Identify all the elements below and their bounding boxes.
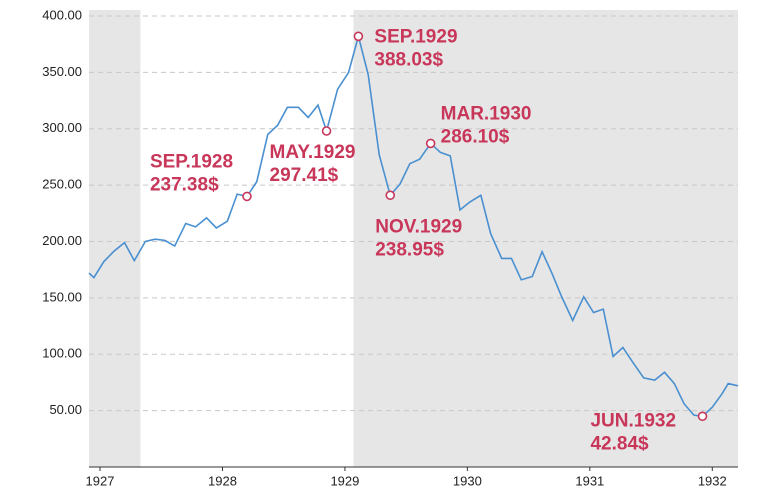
annotation-date: MAY.1929 <box>270 142 356 163</box>
x-tick-label: 1931 <box>575 473 604 488</box>
annotation-date: NOV.1929 <box>375 216 462 237</box>
annotation-value: 42.84$ <box>590 433 649 454</box>
annotation-date: SEP.1929 <box>374 26 457 47</box>
annotation-date: SEP.1928 <box>150 151 233 172</box>
price-line <box>88 33 739 418</box>
y-tick-label: 250.00 <box>42 177 82 192</box>
annotation-marker <box>425 138 436 149</box>
y-tick-label: 100.00 <box>42 346 82 361</box>
annotation-value: 237.38$ <box>150 174 219 195</box>
y-tick-label: 300.00 <box>42 120 82 135</box>
annotation-value: 238.95$ <box>375 239 444 260</box>
annotation-date: JUN.1932 <box>590 410 676 431</box>
annotation-marker <box>353 31 364 42</box>
recession-shade <box>353 10 738 467</box>
annotation-marker <box>697 411 708 422</box>
x-tick-label: 1928 <box>208 473 237 488</box>
annotation-value: 297.41$ <box>270 165 339 186</box>
y-tick-label: 200.00 <box>42 233 82 248</box>
y-tick-label: 350.00 <box>42 64 82 79</box>
y-tick-label: 150.00 <box>42 289 82 304</box>
x-tick-label: 1932 <box>698 473 727 488</box>
x-tick-label: 1930 <box>453 473 482 488</box>
x-tick-label: 1929 <box>330 473 359 488</box>
y-tick-label: 400.00 <box>42 7 82 22</box>
recession-shade <box>89 10 141 467</box>
annotation-date: MAR.1930 <box>441 103 532 124</box>
annotation-marker <box>242 191 252 202</box>
annotation-value: 286.10$ <box>441 126 510 147</box>
y-tick-label: 50.00 <box>49 402 82 417</box>
annotation-marker <box>321 126 332 136</box>
annotation-value: 388.03$ <box>374 49 443 70</box>
x-tick-label: 1927 <box>86 473 115 488</box>
annotation-marker <box>385 190 396 201</box>
